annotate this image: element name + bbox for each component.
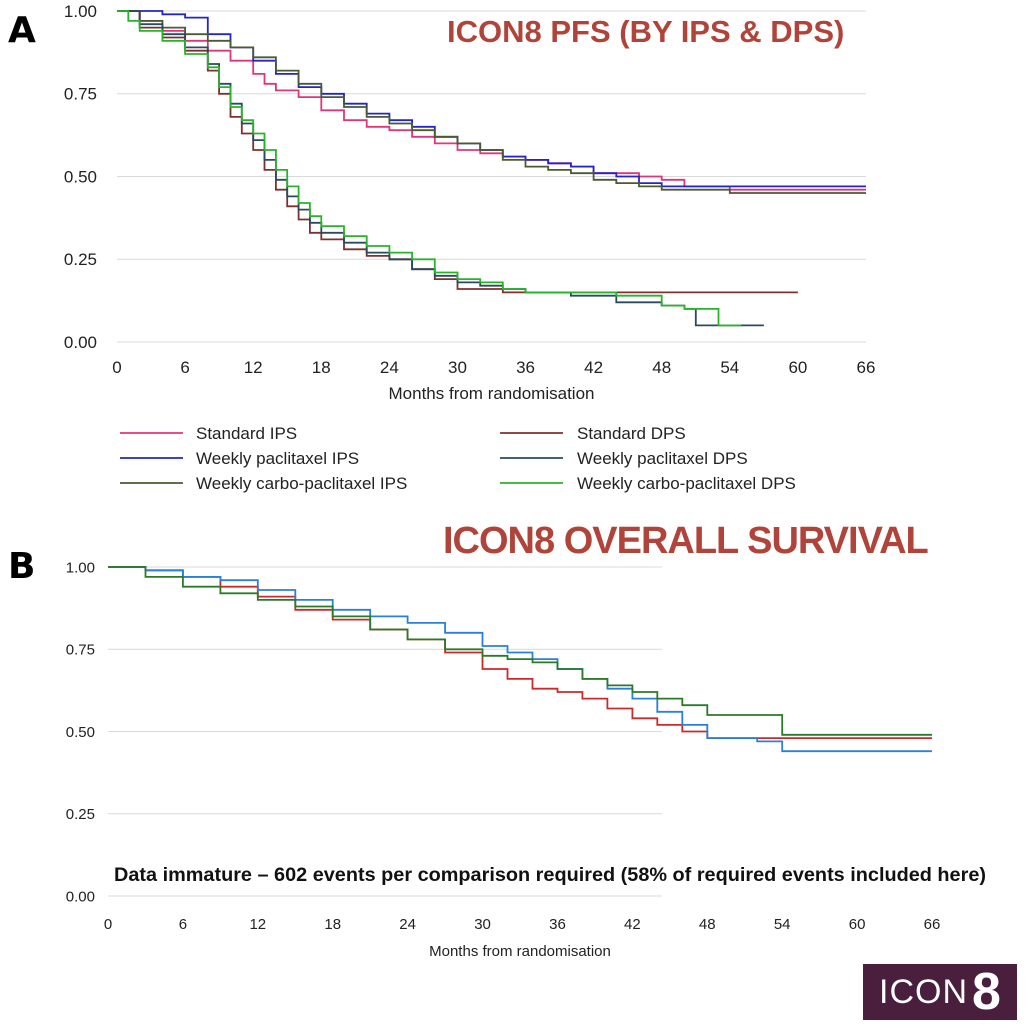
series-line (117, 10, 742, 327)
x-tick-label: 54 (720, 358, 739, 377)
x-tick-label: 30 (448, 358, 467, 377)
pfs-chart-title: ICON8 PFS (BY IPS & DPS) (447, 14, 845, 49)
x-tick-label: 6 (180, 358, 189, 377)
data-immature-note: Data immature – 602 events per compariso… (114, 865, 986, 886)
series-line (108, 566, 932, 753)
series-line (117, 10, 866, 194)
x-axis-label: Months from randomisation (389, 384, 595, 403)
os-chart: 0.00 0.25 0.50 0.75 1.00 0 6 12 18 24 30 36 42 48 54 60… (66, 559, 986, 960)
x-tick-label: 66 (857, 358, 876, 377)
legend-label: Standard IPS (196, 424, 297, 443)
os-chart-title: ICON8 OVERALL SURVIVAL (443, 520, 929, 562)
x-tick-label: 60 (849, 916, 866, 933)
x-tick-label: 24 (399, 916, 416, 933)
x-axis-label: Months from randomisation (429, 943, 611, 960)
x-tick-label: 48 (699, 916, 716, 933)
y-tick-label: 0.75 (66, 642, 95, 659)
y-tick-label: 0.25 (64, 250, 97, 269)
x-tick-label: 36 (516, 358, 535, 377)
legend-label: Weekly paclitaxel DPS (577, 449, 748, 468)
x-tick-label: 42 (624, 916, 641, 933)
x-tick-label: 60 (788, 358, 807, 377)
y-tick-label: 0.00 (64, 333, 97, 352)
series-line (108, 566, 932, 736)
x-tick-label: 12 (249, 916, 266, 933)
x-tick-label: 36 (549, 916, 566, 933)
y-tick-label: 0.00 (66, 888, 95, 905)
y-tick-label: 0.50 (66, 724, 95, 741)
panel-a-letter: A (8, 10, 36, 51)
series-line (117, 10, 866, 191)
x-tick-label: 54 (774, 916, 791, 933)
x-tick-label: 18 (312, 358, 331, 377)
pfs-chart: 0.00 0.25 0.50 0.75 1.00 0 6 12 18 24 30 36 42 48 54 60… (64, 2, 876, 493)
x-tick-label: 66 (924, 916, 941, 933)
x-tick-label: 18 (324, 916, 341, 933)
y-tick-label: 0.50 (64, 167, 97, 186)
x-tick-label: 0 (112, 358, 121, 377)
series-line (117, 10, 866, 188)
x-tick-label: 12 (244, 358, 263, 377)
icon8-logo: ICON 8 (863, 964, 1017, 1020)
logo-word: ICON (879, 972, 969, 1011)
y-tick-label: 0.75 (64, 85, 97, 104)
y-tick-label: 1.00 (64, 2, 97, 21)
x-tick-label: 24 (380, 358, 399, 377)
x-tick-label: 0 (104, 916, 112, 933)
logo-number: 8 (972, 963, 1001, 1021)
legend-label: Weekly paclitaxel IPS (196, 449, 359, 468)
y-tick-label: 0.25 (66, 806, 95, 823)
series-line (117, 10, 798, 294)
legend-label: Weekly carbo-paclitaxel DPS (577, 474, 796, 493)
legend-label: Standard DPS (577, 424, 686, 443)
x-tick-label: 6 (179, 916, 187, 933)
x-tick-label: 30 (474, 916, 491, 933)
x-tick-label: 42 (584, 358, 603, 377)
legend-label: Weekly carbo-paclitaxel IPS (196, 474, 407, 493)
panel-b-letter: B (8, 546, 36, 587)
x-tick-label: 48 (652, 358, 671, 377)
y-tick-label: 1.00 (66, 559, 95, 576)
